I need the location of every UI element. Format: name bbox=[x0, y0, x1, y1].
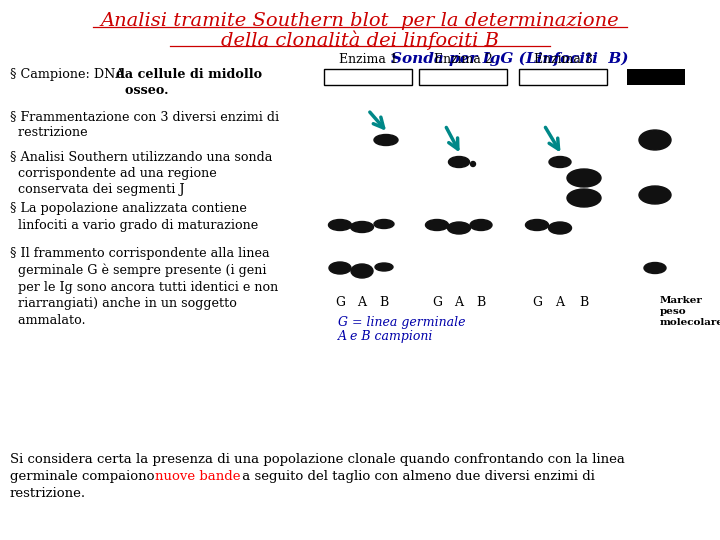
Text: Enzima 3: Enzima 3 bbox=[534, 53, 593, 66]
Bar bbox=[419, 69, 507, 85]
Text: G: G bbox=[335, 296, 345, 309]
Ellipse shape bbox=[328, 219, 351, 231]
Ellipse shape bbox=[351, 221, 374, 233]
Ellipse shape bbox=[374, 219, 394, 228]
Ellipse shape bbox=[426, 219, 449, 231]
Ellipse shape bbox=[644, 262, 666, 273]
Text: B: B bbox=[580, 296, 589, 309]
Text: § La popolazione analizzata contiene
  linfociti a vario grado di maturazione: § La popolazione analizzata contiene lin… bbox=[10, 202, 258, 232]
Text: A: A bbox=[358, 296, 366, 309]
Bar bbox=[324, 69, 412, 85]
Text: A: A bbox=[454, 296, 464, 309]
Text: Marker
peso
molecolare: Marker peso molecolare bbox=[660, 296, 720, 327]
Ellipse shape bbox=[567, 189, 601, 207]
Ellipse shape bbox=[375, 263, 393, 271]
Text: G = linea germinale: G = linea germinale bbox=[338, 316, 466, 329]
Text: nuove bande: nuove bande bbox=[155, 470, 240, 483]
Ellipse shape bbox=[351, 264, 373, 278]
Text: A: A bbox=[556, 296, 564, 309]
Ellipse shape bbox=[449, 157, 469, 167]
Ellipse shape bbox=[329, 262, 351, 274]
Text: G: G bbox=[432, 296, 442, 309]
Text: Si considera certa la presenza di una popolazione clonale quando confrontando co: Si considera certa la presenza di una po… bbox=[10, 453, 625, 466]
Text: a seguito del taglio con almeno due diversi enzimi di: a seguito del taglio con almeno due dive… bbox=[238, 470, 595, 483]
Text: Sonda per IgG (Linfociti  B): Sonda per IgG (Linfociti B) bbox=[391, 52, 629, 66]
Ellipse shape bbox=[639, 130, 671, 150]
Text: B: B bbox=[477, 296, 485, 309]
Ellipse shape bbox=[470, 161, 475, 166]
Text: § Frammentazione con 3 diversi enzimi di
  restrizione: § Frammentazione con 3 diversi enzimi di… bbox=[10, 110, 279, 139]
Text: § Il frammento corrispondente alla linea
  germinale G è sempre presente (i geni: § Il frammento corrispondente alla linea… bbox=[10, 247, 278, 327]
Ellipse shape bbox=[567, 169, 601, 187]
Text: Enzima 1: Enzima 1 bbox=[338, 53, 397, 66]
Bar bbox=[627, 69, 685, 85]
Ellipse shape bbox=[549, 157, 571, 167]
Text: B: B bbox=[379, 296, 389, 309]
Text: della clonalità dei linfociti B: della clonalità dei linfociti B bbox=[221, 31, 499, 51]
Text: § Campione: DNA: § Campione: DNA bbox=[10, 68, 129, 81]
Text: Enzima 2: Enzima 2 bbox=[433, 53, 492, 66]
Ellipse shape bbox=[639, 186, 671, 204]
Bar bbox=[519, 69, 607, 85]
Text: germinale compaiono: germinale compaiono bbox=[10, 470, 158, 483]
Ellipse shape bbox=[374, 134, 398, 145]
Text: restrizione.: restrizione. bbox=[10, 487, 86, 500]
Text: § Analisi Southern utilizzando una sonda
  corrispondente ad una regione
  conse: § Analisi Southern utilizzando una sonda… bbox=[10, 150, 272, 196]
Text: G: G bbox=[532, 296, 542, 309]
Text: A e B campioni: A e B campioni bbox=[338, 330, 433, 343]
Ellipse shape bbox=[549, 222, 572, 234]
Text: Analisi tramite Southern blot  per la determinazione: Analisi tramite Southern blot per la det… bbox=[101, 12, 619, 30]
Text: da cellule di midollo
  osseo.: da cellule di midollo osseo. bbox=[116, 68, 262, 98]
Ellipse shape bbox=[448, 222, 470, 234]
Ellipse shape bbox=[470, 219, 492, 231]
Ellipse shape bbox=[526, 219, 549, 231]
